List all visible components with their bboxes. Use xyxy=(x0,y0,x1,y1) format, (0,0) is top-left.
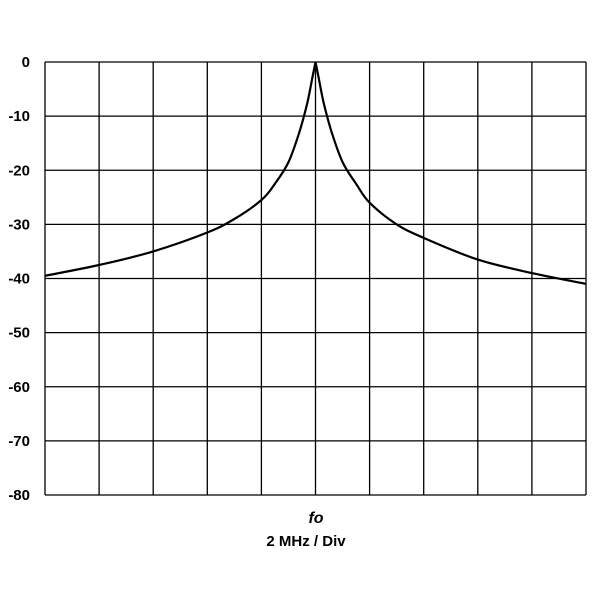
response-curve xyxy=(44,61,587,285)
grid xyxy=(44,61,587,496)
y-tick-label: -20 xyxy=(8,162,30,179)
y-axis-tick-labels: 0 -10 -20 -30 -40 -50 -60 -70 -80 xyxy=(8,54,30,504)
y-tick-label: -40 xyxy=(8,271,30,288)
y-tick-label: -50 xyxy=(8,325,30,342)
x-axis-scale-label: 2 MHz / Div xyxy=(266,533,346,550)
y-tick-label: -70 xyxy=(8,433,30,450)
y-tick-label: 0 xyxy=(22,54,30,71)
y-tick-label: -80 xyxy=(8,487,30,504)
x-axis-center-label: fo xyxy=(308,510,323,527)
y-tick-label: -30 xyxy=(8,216,30,233)
y-tick-label: -10 xyxy=(8,108,30,125)
y-tick-label: -60 xyxy=(8,379,30,396)
